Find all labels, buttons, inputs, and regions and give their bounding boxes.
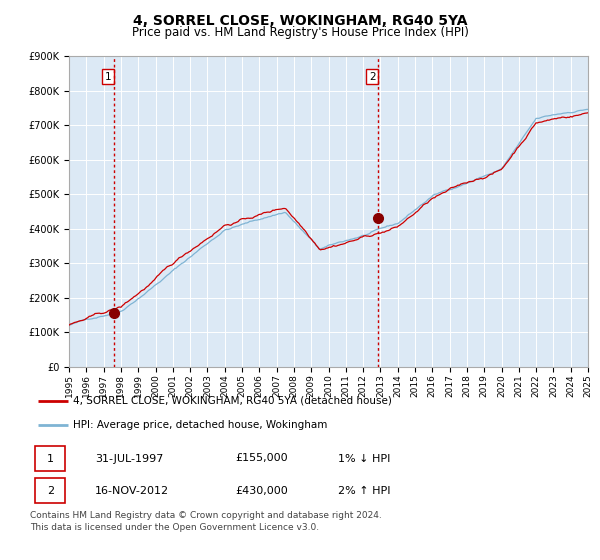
Text: 1% ↓ HPI: 1% ↓ HPI bbox=[338, 454, 390, 464]
Text: HPI: Average price, detached house, Wokingham: HPI: Average price, detached house, Woki… bbox=[73, 420, 328, 430]
Text: 2: 2 bbox=[47, 486, 54, 496]
FancyBboxPatch shape bbox=[35, 446, 65, 471]
Text: 4, SORREL CLOSE, WOKINGHAM, RG40 5YA (detached house): 4, SORREL CLOSE, WOKINGHAM, RG40 5YA (de… bbox=[73, 396, 392, 406]
Text: 1: 1 bbox=[47, 454, 54, 464]
Text: 2% ↑ HPI: 2% ↑ HPI bbox=[338, 486, 390, 496]
Text: 2: 2 bbox=[369, 72, 376, 82]
Text: Price paid vs. HM Land Registry's House Price Index (HPI): Price paid vs. HM Land Registry's House … bbox=[131, 26, 469, 39]
Text: 31-JUL-1997: 31-JUL-1997 bbox=[95, 454, 163, 464]
FancyBboxPatch shape bbox=[35, 478, 65, 503]
Text: £430,000: £430,000 bbox=[235, 486, 288, 496]
Text: 4, SORREL CLOSE, WOKINGHAM, RG40 5YA: 4, SORREL CLOSE, WOKINGHAM, RG40 5YA bbox=[133, 14, 467, 28]
Text: £155,000: £155,000 bbox=[235, 454, 288, 464]
Text: 1: 1 bbox=[104, 72, 111, 82]
Text: Contains HM Land Registry data © Crown copyright and database right 2024.
This d: Contains HM Land Registry data © Crown c… bbox=[30, 511, 382, 531]
Text: 16-NOV-2012: 16-NOV-2012 bbox=[95, 486, 169, 496]
